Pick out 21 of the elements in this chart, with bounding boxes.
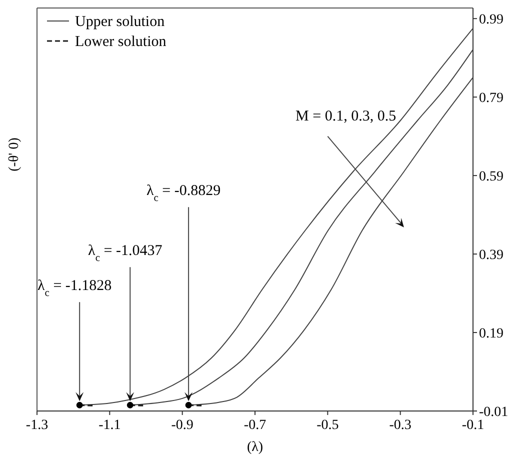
x-tick-label: -1.3 [26,418,48,433]
x-tick-label: -0.3 [389,418,412,433]
annotation: λ$_{c}$ = -1.0437 [88,243,163,264]
x-tick-label: -0.7 [244,418,266,433]
y-tick-label: 0.99 [479,12,504,28]
x-tick-label: -0.9 [171,418,194,433]
y-tick-label: 0.79 [479,91,504,106]
annotation: M = 0.1, 0.3, 0.5 [296,108,396,125]
y-tick-label: 0.59 [479,170,504,185]
y-tick-label: -0.01 [479,405,508,420]
y-tick-label: 0.19 [479,326,504,342]
x-tick-label: -0.5 [316,418,339,433]
annotation: λ$_{c}$ = -1.1828 [37,278,112,299]
y-axis-title: (-θ' 0) [7,137,22,172]
legend-label: Upper solution [75,14,166,30]
x-tick-label: -0.1 [462,418,484,433]
annotation: λ$_{c}$ = -0.8829 [146,183,221,204]
x-axis-title: (λ) [246,440,264,455]
legend-label: Lower solution [75,34,167,50]
x-tick-label: -1.1 [98,418,121,433]
y-tick-label: 0.39 [479,248,504,264]
